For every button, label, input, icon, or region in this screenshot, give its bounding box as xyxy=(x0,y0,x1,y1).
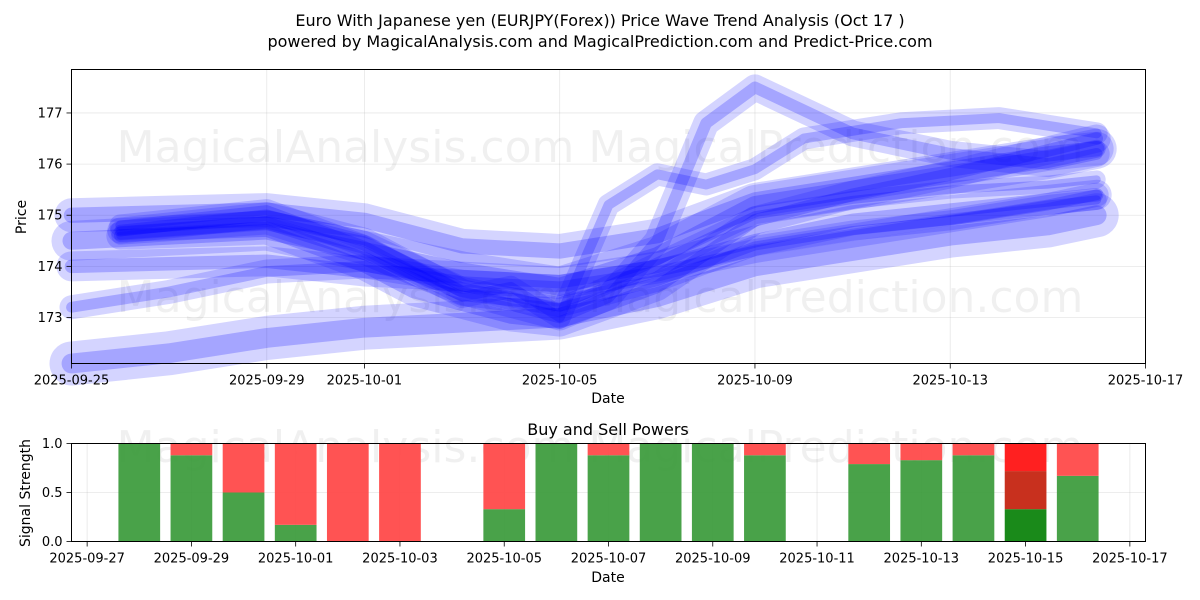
buy-power-bar xyxy=(587,455,630,542)
price-x-tick-label: 2025-10-09 xyxy=(717,374,793,389)
price-plot-area xyxy=(71,69,1146,364)
price-wave-plot: MagicalAnalysis.com MagicalPrediction.co… xyxy=(14,69,1184,407)
sell-power-bar xyxy=(274,443,317,525)
buy-power-bar xyxy=(900,460,943,542)
price-y-axis-label: Price xyxy=(14,200,30,234)
buy-power-bar xyxy=(952,455,995,542)
buy-power-bar xyxy=(639,443,682,542)
price-y-tick-label: 173 xyxy=(38,311,63,326)
buy-sell-x-tick-label: 2025-09-27 xyxy=(49,552,125,567)
sell-power-bar xyxy=(1004,443,1047,472)
chart-subtitle: powered by MagicalAnalysis.com and Magic… xyxy=(267,32,932,51)
buy-sell-x-tick-label: 2025-10-05 xyxy=(466,552,542,567)
sell-power-bar xyxy=(379,443,421,542)
price-y-tick-label: 177 xyxy=(38,106,63,121)
buy-sell-x-tick-label: 2025-10-09 xyxy=(675,552,751,567)
sell-power-bar xyxy=(170,443,213,456)
buy-power-bar xyxy=(691,443,734,542)
buy-power-bar xyxy=(535,443,578,542)
wave-series-core xyxy=(114,132,1103,329)
wave-series-line xyxy=(49,193,1119,386)
wave-series-line xyxy=(56,179,1112,297)
wave-series-core xyxy=(63,141,1105,259)
price-y-tick-label: 176 xyxy=(38,158,63,173)
price-x-axis-label: Date xyxy=(591,391,624,407)
buy-power-bar xyxy=(483,509,526,542)
wave-series-core xyxy=(62,139,1106,296)
sell-power-bar xyxy=(587,443,630,456)
buy-sell-title: Buy and Sell Powers xyxy=(527,420,689,439)
wave-series-line xyxy=(111,170,1106,317)
price-x-tick-label: 2025-10-01 xyxy=(327,374,403,389)
wave-series-core xyxy=(66,189,1103,313)
buy-sell-x-tick-label: 2025-09-29 xyxy=(154,552,230,567)
buy-sell-x-tick-label: 2025-10-03 xyxy=(362,552,438,567)
price-x-tick-label: 2025-09-29 xyxy=(229,374,305,389)
buy-sell-y-axis: 0.0 0.5 1.0 xyxy=(42,437,72,550)
sell-power-bar xyxy=(848,443,891,465)
buy-power-bar xyxy=(744,455,786,542)
price-grid xyxy=(71,69,1146,364)
wave-series-line xyxy=(106,124,1111,337)
price-x-tick-label: 2025-10-05 xyxy=(522,374,598,389)
watermark-middle: MagicalAnalysis.com MagicalPrediction.co… xyxy=(117,272,1084,323)
price-x-tick-label: 2025-09-25 xyxy=(34,374,110,389)
sell-power-bar xyxy=(1056,443,1099,476)
buy-sell-x-tick-label: 2025-10-11 xyxy=(779,552,855,567)
buy-power-bar xyxy=(1056,475,1099,542)
wave-series-core xyxy=(115,195,1102,312)
sell-power-bar xyxy=(326,443,369,542)
sell-power-bar xyxy=(483,443,526,510)
price-x-tick-label: 2025-10-13 xyxy=(912,374,988,389)
wave-series-line xyxy=(110,189,1107,318)
buy-sell-x-tick-label: 2025-10-01 xyxy=(258,552,334,567)
buy-sell-x-axis-label: Date xyxy=(591,570,624,586)
buy-power-bar xyxy=(1004,509,1047,542)
wave-series-line xyxy=(107,74,1110,331)
wave-series-group xyxy=(49,74,1119,386)
sell-power-bar xyxy=(1004,471,1047,510)
buy-sell-x-axis: 2025-09-27 2025-09-29 2025-10-01 2025-10-03… xyxy=(49,541,1168,567)
price-y-tick-label: 175 xyxy=(38,209,63,224)
sell-power-bar xyxy=(222,443,265,493)
price-y-tick-label: 174 xyxy=(38,260,63,275)
wave-series-line xyxy=(109,107,1108,329)
buy-sell-y-tick-label: 0.0 xyxy=(42,535,63,550)
price-x-tick-label: 2025-10-17 xyxy=(1108,374,1184,389)
buy-sell-y-tick-label: 0.5 xyxy=(42,486,63,501)
wave-series-line xyxy=(51,128,1117,307)
price-x-axis: 2025-09-25 2025-09-29 2025-10-01 2025-10-05… xyxy=(34,363,1184,389)
watermark-top: MagicalAnalysis.com MagicalPrediction.co… xyxy=(117,122,1084,173)
wave-series-line xyxy=(54,131,1114,269)
buy-power-bar xyxy=(170,455,213,542)
buy-sell-y-axis-label: Signal Strength xyxy=(18,439,34,547)
buy-sell-plot: Buy and Sell Powers MagicalAnalysis.com … xyxy=(18,420,1168,586)
wave-series-core xyxy=(64,188,1104,289)
buy-sell-x-tick-label: 2025-10-15 xyxy=(988,552,1064,567)
buy-sell-y-tick-label: 1.0 xyxy=(42,437,63,452)
sell-power-bar xyxy=(900,443,943,461)
buy-sell-x-tick-label: 2025-10-07 xyxy=(571,552,647,567)
buy-power-bar xyxy=(222,492,265,542)
sell-power-bar xyxy=(744,443,786,456)
wave-series-core xyxy=(116,175,1101,312)
wave-series-core xyxy=(114,81,1103,324)
buy-power-bar xyxy=(848,464,891,542)
price-y-axis: 173 174 175 176 177 xyxy=(38,106,72,326)
buy-power-bar xyxy=(274,524,317,542)
buy-sell-x-tick-label: 2025-10-17 xyxy=(1092,552,1168,567)
wave-series-core xyxy=(61,205,1107,374)
buy-power-bar xyxy=(118,443,161,542)
chart-title: Euro With Japanese yen (EURJPY(Forex)) P… xyxy=(295,11,904,30)
wave-series-core xyxy=(115,113,1102,323)
sell-power-bar xyxy=(952,443,995,456)
price-plot-frame xyxy=(71,69,1146,364)
wave-series-line xyxy=(59,182,1109,320)
buy-sell-x-tick-label: 2025-10-13 xyxy=(884,552,960,567)
buy-sell-bars xyxy=(118,443,1099,542)
